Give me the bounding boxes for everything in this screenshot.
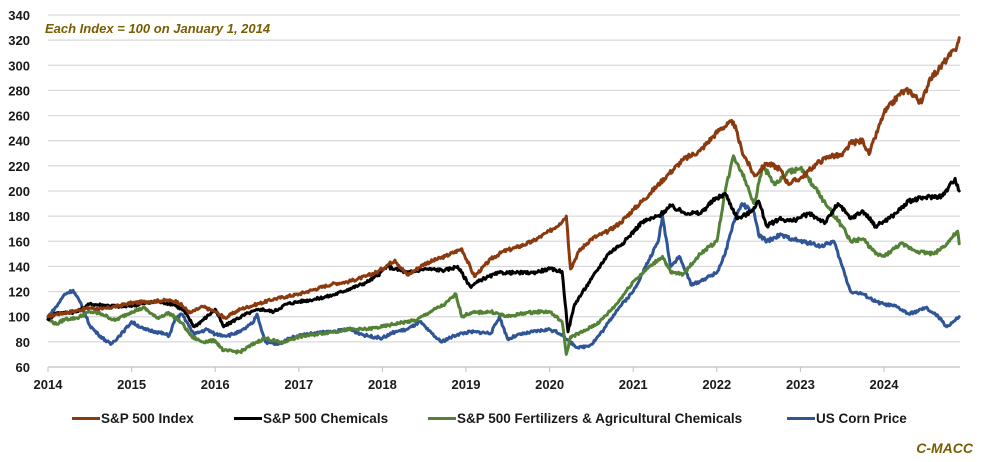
x-tick-label: 2016 (201, 377, 230, 392)
y-tick-label: 120 (8, 285, 30, 300)
y-tick-label: 160 (8, 234, 30, 249)
y-tick-label: 80 (16, 335, 30, 350)
source-brand: C-MACC (916, 440, 973, 456)
legend-swatch (72, 417, 100, 420)
y-tick-label: 180 (8, 209, 30, 224)
y-axis-ticks: 60 80 100 120 140 160 180 200 220 240 260 280 300 320… (8, 8, 30, 375)
x-tick-label: 2014 (34, 377, 64, 392)
series-lines (46, 36, 961, 356)
legend-item-corn: US Corn Price (787, 411, 907, 426)
y-tick-label: 340 (8, 8, 30, 23)
chart-annotation: Each Index = 100 on January 1, 2014 (45, 21, 271, 36)
series-line-s-p-500-fertilizers-agricultural-chemicals (46, 154, 961, 356)
legend-label: S&P 500 Chemicals (263, 411, 389, 426)
legend-label: S&P 500 Fertilizers & Agricultural Chemi… (457, 411, 743, 426)
x-tick-label: 2015 (117, 377, 146, 392)
y-tick-label: 320 (8, 33, 30, 48)
y-tick-label: 260 (8, 109, 30, 124)
y-tick-label: 240 (8, 134, 30, 149)
x-tick-label: 2023 (786, 377, 815, 392)
x-tick-label: 2020 (535, 377, 564, 392)
y-tick-label: 300 (8, 58, 30, 73)
x-tick-label: 2018 (368, 377, 397, 392)
y-tick-label: 200 (8, 184, 30, 199)
y-tick-label: 60 (16, 360, 30, 375)
legend-item-chemicals: S&P 500 Chemicals (234, 411, 388, 426)
y-tick-label: 280 (8, 83, 30, 98)
x-tick-label: 2017 (284, 377, 313, 392)
legend-label: S&P 500 Index (101, 411, 194, 426)
x-axis-ticks: 2014 2015 2016 2017 2018 2019 2020 2021 2022 2023… (34, 367, 900, 392)
legend: S&P 500 Index S&P 500 Chemicals S&P 500 … (0, 411, 995, 431)
legend-swatch (787, 417, 815, 420)
series-line-s-p-500-index (46, 36, 961, 320)
y-tick-label: 140 (8, 259, 30, 274)
x-tick-label: 2019 (452, 377, 481, 392)
legend-label: US Corn Price (816, 411, 907, 426)
y-tick-label: 220 (8, 159, 30, 174)
x-tick-label: 2024 (870, 377, 900, 392)
legend-item-sp500: S&P 500 Index (72, 411, 194, 426)
series-line-s-p-500-chemicals (46, 176, 961, 334)
x-tick-label: 2021 (619, 377, 648, 392)
y-tick-label: 100 (8, 310, 30, 325)
legend-item-fertilizers: S&P 500 Fertilizers & Agricultural Chemi… (428, 411, 742, 426)
x-tick-label: 2022 (702, 377, 731, 392)
legend-swatch (234, 417, 262, 420)
series-line-us-corn-price (46, 202, 961, 350)
legend-swatch (428, 417, 456, 420)
gridlines (48, 14, 960, 368)
